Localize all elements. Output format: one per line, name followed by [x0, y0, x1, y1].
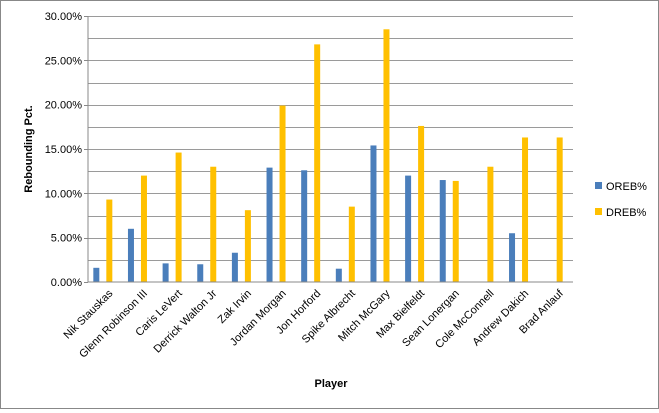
bar-dreb--2 — [175, 152, 182, 282]
bar-dreb--9 — [418, 125, 425, 283]
bar-dreb--13 — [556, 137, 563, 282]
bar-dreb--1 — [140, 175, 147, 282]
legend: OREB% DREB% — [595, 181, 647, 219]
bar-oreb--1 — [127, 228, 134, 282]
y-tick-label: 0.00% — [51, 277, 82, 289]
bar-oreb--2 — [162, 263, 169, 282]
bar-dreb--5 — [279, 105, 286, 282]
bar-oreb--4 — [231, 252, 238, 282]
bar-oreb--9 — [405, 175, 412, 282]
bar-dreb--4 — [244, 210, 251, 282]
bar-dreb--8 — [383, 29, 390, 282]
bar-dreb--0 — [106, 199, 113, 282]
y-tick-label: 30.00% — [45, 11, 83, 23]
y-tick-label: 5.00% — [51, 233, 82, 245]
y-tick-label: 15.00% — [45, 144, 83, 156]
legend-label: OREB% — [606, 181, 647, 193]
bar-dreb--3 — [210, 166, 217, 282]
x-axis-title: Player — [314, 378, 348, 390]
y-axis-title: Rebounding Pct. — [23, 105, 35, 192]
bar-dreb--11 — [487, 166, 494, 282]
bar-dreb--6 — [314, 44, 321, 282]
y-tick-labels: 0.00% 5.00% 10.00% 15.00% 20.00% 25.00% 30.00% — [45, 11, 88, 289]
y-tick-label: 20.00% — [45, 100, 83, 112]
bar-oreb--6 — [301, 170, 308, 282]
bar-oreb--7 — [335, 268, 342, 282]
bar-oreb--3 — [197, 264, 204, 282]
legend-swatch — [595, 208, 602, 215]
legend-label: DREB% — [606, 207, 647, 219]
bar-oreb--8 — [370, 145, 377, 282]
legend-swatch — [595, 182, 602, 189]
bar-oreb--5 — [266, 167, 273, 282]
bar-oreb--0 — [93, 267, 100, 282]
bar-dreb--12 — [522, 137, 529, 282]
bar-dreb--10 — [452, 180, 459, 282]
bar-oreb--12 — [509, 233, 516, 282]
y-tick-label: 25.00% — [45, 55, 83, 67]
gridlines — [88, 16, 573, 261]
x-tick-label: Derrick Walton Jr — [152, 287, 220, 355]
y-tick-label: 10.00% — [45, 188, 83, 200]
bar-dreb--7 — [348, 206, 355, 282]
bar-oreb--10 — [439, 180, 446, 282]
bars — [93, 29, 563, 283]
